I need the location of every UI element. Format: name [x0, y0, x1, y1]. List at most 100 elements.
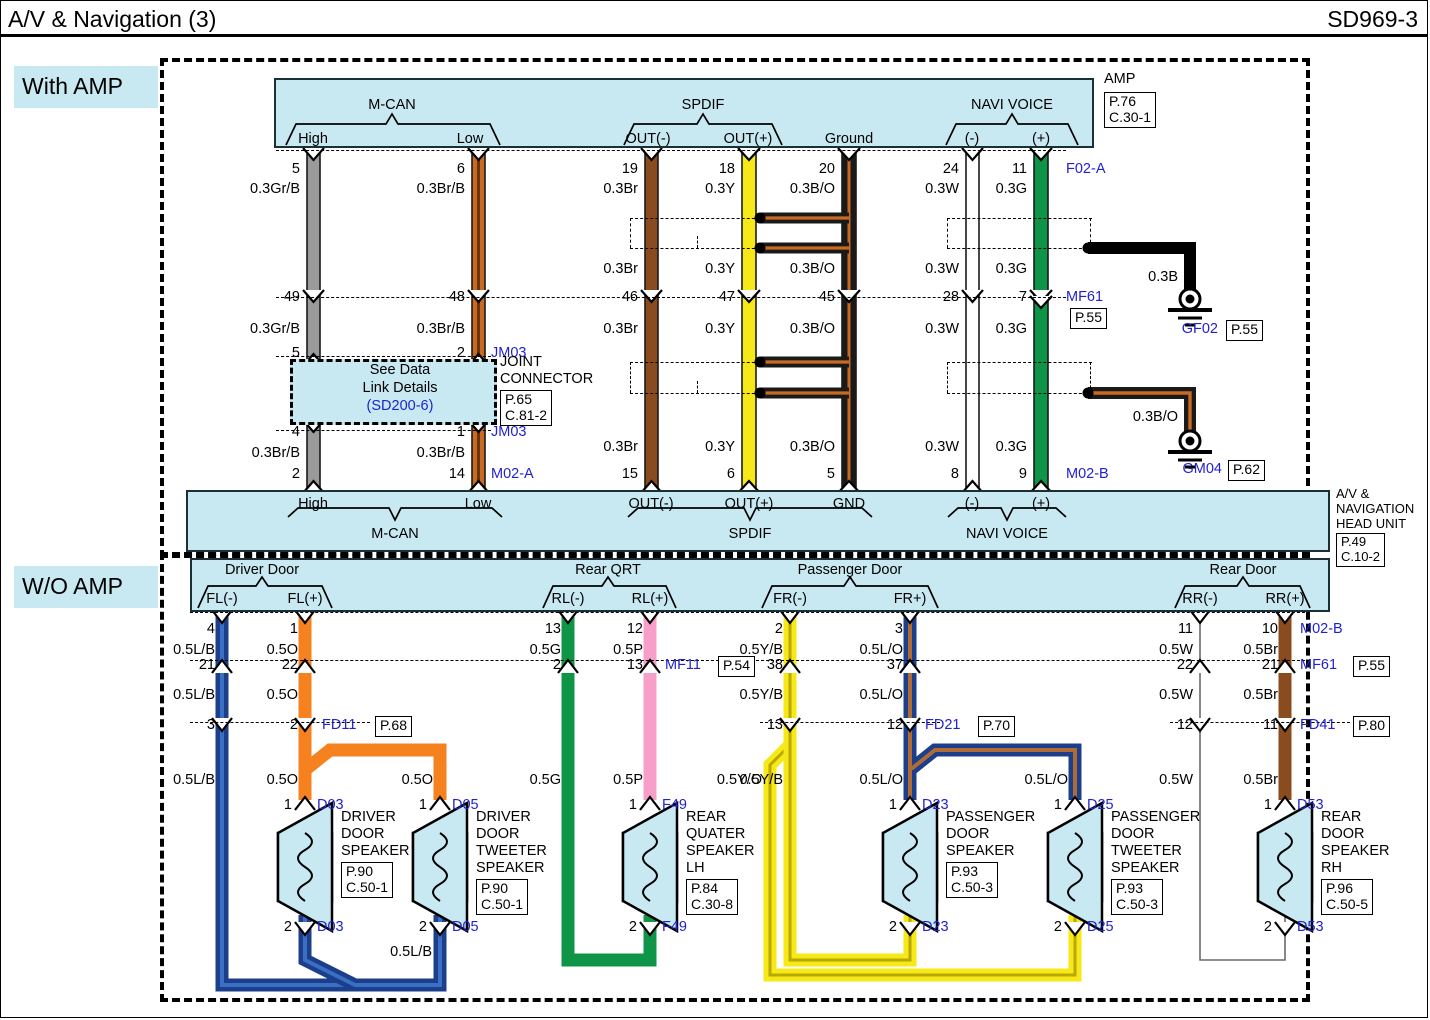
pin-number: 19 [621, 161, 638, 177]
speaker-ref-line2: C.50-3 [951, 878, 994, 895]
wire-gauge-passenger-left: 0.5Y/O [716, 772, 762, 788]
hu-group-m-can: M-CAN [371, 526, 419, 542]
wire-gauge: 0.5P [613, 642, 643, 658]
speaker-name-line: DRIVER [341, 809, 396, 825]
wire-gauge: 0.3W [925, 181, 959, 197]
wire-gauge: 0.5L/B [173, 772, 215, 788]
pin-number: 28 [942, 289, 959, 305]
pin-number: 12 [886, 717, 903, 733]
pin-number: 6 [726, 466, 735, 482]
amp-pin-navi-minus: (-) [964, 131, 980, 147]
amp-group-navi-voice: NAVI VOICE [971, 97, 1053, 113]
amp-group-m-can: M-CAN [368, 97, 416, 113]
wire-gauge: 0.3G [995, 261, 1027, 277]
mf11-ref-tag: P.54 [718, 656, 755, 677]
pin-number: 4 [291, 424, 300, 440]
ground-symbol-gf02 [1168, 287, 1212, 327]
pin-number: 1 [456, 424, 465, 440]
wire-gauge: 0.5Br [1243, 642, 1278, 658]
wire-gauge: 0.3Br [603, 439, 638, 455]
joint-ref-line2: C.81-2 [505, 406, 548, 423]
joint-connector-box[interactable] [290, 359, 497, 425]
speaker-ref-line2: C.50-3 [1116, 895, 1159, 912]
harness-boundary [276, 430, 491, 431]
sheet-code: SD969-3 [1327, 6, 1418, 32]
wire-gauge: 0.3Gr/B [250, 181, 300, 197]
gf02-ref-tag: P.55 [1226, 320, 1263, 341]
speaker-name-line: DOOR [341, 826, 385, 842]
wire-gauge: 0.5G [529, 642, 561, 658]
pin-number: 38 [766, 657, 783, 673]
speaker-pin-top: 1 [628, 797, 637, 813]
pin-number: 8 [950, 466, 959, 482]
wire-gauge: 0.3Gr/B [250, 321, 300, 337]
wire-gauge: 0.3Br/B [416, 181, 465, 197]
speaker-name-line: RH [1321, 860, 1342, 876]
wire-gauge: 0.5W [1159, 642, 1193, 658]
wire-gauge: 0.3G [995, 321, 1027, 337]
wire-gauge: 0.5Br [1243, 687, 1278, 703]
speaker-connector-id-bottom: D25 [1087, 919, 1114, 935]
speaker-pin-top: 1 [283, 797, 292, 813]
speaker-connector-id-bottom: D53 [1297, 919, 1324, 935]
pin-number: 21 [1261, 657, 1278, 673]
wire-gauge: 0.3W [925, 321, 959, 337]
pin-number: 5 [291, 161, 300, 177]
speaker-ref-line1: P.84 [691, 880, 718, 896]
connector-label-f02a: F02-A [1066, 161, 1106, 177]
wire-gauge: 0.3G [995, 439, 1027, 455]
amp-connector-block[interactable] [274, 78, 1094, 148]
hu-ref-line1: P.49 [1341, 534, 1367, 549]
pin-number: 5 [826, 466, 835, 482]
connector-label-fd41: FD41 [1300, 717, 1336, 733]
wire-gauge: 0.3W [925, 261, 959, 277]
wire-gauge: 0.5O [266, 687, 298, 703]
head-unit-connector-block[interactable] [186, 490, 1330, 552]
wo-amp-connector-block[interactable] [190, 558, 1330, 612]
joint-note-line3: (SD200-6) [366, 398, 434, 414]
wire-gauge: 0.3Y [705, 321, 735, 337]
pin-number: 4 [206, 621, 215, 637]
pin-number: 11 [1262, 717, 1278, 733]
speaker-pin-bottom: 2 [888, 919, 897, 935]
speaker-ref-line1: P.93 [1116, 880, 1143, 896]
wire-gauge: 0.3Y [705, 439, 735, 455]
wire-gauge: 0.3B/O [789, 181, 835, 197]
wire-gauge: 0.3Br [603, 181, 638, 197]
connector-label-m02b: M02-B [1066, 466, 1109, 482]
fd21-ref-tag: P.70 [978, 716, 1015, 737]
head-unit-name-line1: A/V & [1336, 486, 1370, 501]
speaker-ref-line2: C.50-1 [481, 895, 524, 912]
speaker-name-line: DOOR [476, 826, 520, 842]
page-title: A/V & Navigation (3) [8, 6, 217, 32]
wire-gauge: 0.5L/O [859, 642, 903, 658]
wire-gauge: 0.5O [266, 642, 298, 658]
harness-boundary [1170, 722, 1350, 723]
harness-boundary [276, 297, 1066, 298]
wo-pin-rr-plus: RR(+) [1265, 591, 1305, 607]
harness-boundary [760, 722, 940, 723]
head-unit-ref-tag: P.49 C.10-2 [1336, 533, 1386, 568]
wire-gauge: 0.5P [613, 772, 643, 788]
amp-name: AMP [1104, 71, 1136, 87]
harness-boundary [276, 356, 491, 357]
pin-number: 13 [544, 621, 561, 637]
speaker-connector-id-top: D05 [452, 797, 479, 813]
wire-gauge-second: 0.5O [401, 772, 433, 788]
speaker-ref-line1: P.90 [481, 880, 508, 896]
pin-number: 2 [774, 621, 783, 637]
pin-number: 11 [1011, 161, 1027, 177]
speaker-ref-tag: P.90 C.50-1 [476, 879, 529, 916]
speaker-name-line: DOOR [1321, 826, 1365, 842]
joint-connector-name-line1: JOINT [500, 354, 542, 370]
speaker-connector-id-top: D03 [317, 797, 344, 813]
pin-number: 22 [1176, 657, 1193, 673]
speaker-pin-bottom: 2 [1053, 919, 1062, 935]
wo-amp-enclosure [160, 552, 1310, 1002]
wo-pin-fr-plus: FR+) [893, 591, 927, 607]
wo-group-rear-qrt: Rear QRT [575, 562, 641, 578]
wo-group-passenger-door: Passenger Door [797, 562, 903, 578]
speaker-ref-line1: P.93 [951, 863, 978, 879]
